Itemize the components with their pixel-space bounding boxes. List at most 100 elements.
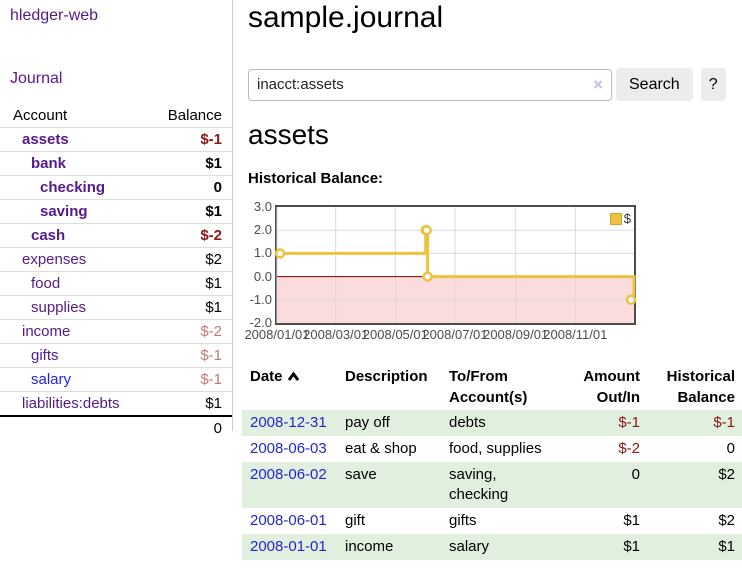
account-row: expenses $2 — [0, 247, 232, 272]
chart-plot-area: $ — [274, 205, 637, 325]
account-balance: 0 — [213, 179, 222, 196]
sidebar: hledger-web Journal Account Balance asse… — [0, 0, 233, 437]
transaction-amount: $-1 — [554, 410, 640, 436]
transaction-amount: $1 — [554, 534, 640, 560]
accounts-total-row: 0 — [0, 416, 232, 440]
main-content: sample.journal × Search ? assets Histori… — [242, 0, 742, 582]
transaction-description: eat & shop — [345, 440, 417, 457]
transaction-date-link[interactable]: 2008-06-02 — [250, 466, 327, 483]
sidebar-item-income[interactable]: income — [22, 323, 71, 340]
transaction-accounts: food, supplies — [449, 440, 542, 457]
search-input[interactable] — [248, 68, 612, 101]
transaction-date-link[interactable]: 2008-12-31 — [250, 414, 327, 431]
register-header-accounts: To/From Account(s) — [449, 368, 528, 406]
legend-swatch-icon — [609, 212, 622, 225]
y-axis-tick-label: 1.0 — [253, 245, 272, 261]
x-axis-tick-label: 2008/11/01 — [543, 327, 608, 342]
register-table: Date Description To/From Account(s) Amount … — [242, 362, 742, 560]
transaction-description: gift — [345, 512, 366, 529]
account-row: checking 0 — [0, 175, 232, 200]
account-balance: $-1 — [200, 131, 222, 148]
account-balance: $-2 — [200, 227, 222, 244]
account-balance: $-1 — [200, 371, 222, 388]
account-balance: $1 — [205, 395, 222, 412]
clear-search-icon[interactable]: × — [593, 74, 603, 94]
page-title: sample.journal — [248, 1, 444, 34]
account-row: bank $1 — [0, 151, 232, 176]
sidebar-item-cash[interactable]: cash — [31, 227, 66, 244]
search-form: × Search ? — [248, 68, 726, 101]
transaction-date-link[interactable]: 2008-06-03 — [250, 440, 327, 457]
account-row: assets $-1 — [0, 127, 232, 152]
sidebar-item-expenses[interactable]: expenses — [22, 251, 87, 268]
y-axis-tick-label: 3.0 — [253, 199, 272, 214]
sidebar-item-saving[interactable]: saving — [40, 203, 88, 220]
sidebar-item-checking[interactable]: checking — [40, 179, 106, 196]
brand-link[interactable]: hledger-web — [10, 7, 99, 24]
transaction-balance: 0 — [726, 440, 735, 457]
account-balance: $-2 — [200, 323, 222, 340]
sidebar-item-bank[interactable]: bank — [31, 155, 67, 172]
transaction-balance: $1 — [640, 534, 742, 560]
accounts-table: Account Balance assets $-1 bank $1 checking 0… — [0, 104, 232, 440]
legend-label: $ — [623, 211, 631, 226]
transaction-description: save — [345, 462, 449, 508]
account-row: cash $-2 — [0, 223, 232, 248]
data-point-marker — [422, 271, 433, 282]
data-point-marker — [421, 224, 432, 236]
x-axis-tick-label: 2008/05/01 — [362, 327, 428, 342]
data-point-marker — [625, 294, 637, 306]
transaction-row: 2008-01-01 income salary $1 $1 — [242, 534, 742, 560]
y-axis-tick-label: -2.0 — [249, 315, 272, 330]
sidebar-item-supplies[interactable]: supplies — [31, 299, 87, 316]
account-heading: assets — [248, 119, 329, 150]
transaction-description: pay off — [345, 410, 449, 436]
data-point-marker — [274, 248, 286, 259]
register-header-row: Date Description To/From Account(s) Amount … — [242, 362, 742, 410]
sort-ascending-icon — [287, 371, 299, 381]
x-axis-tick-label: 2008/01/01 — [244, 327, 310, 342]
sidebar-item-assets[interactable]: assets — [22, 131, 69, 148]
accounts-total-balance: 0 — [213, 420, 222, 437]
accounts-header-row: Account Balance — [0, 104, 232, 128]
account-row: supplies $1 — [0, 295, 232, 320]
sidebar-item-journal[interactable]: Journal — [10, 70, 63, 87]
transaction-description: income — [345, 534, 449, 560]
account-row: liabilities:debts $1 — [0, 391, 232, 417]
help-button[interactable]: ? — [700, 68, 726, 101]
x-axis-tick-label: 2008/09/01 — [483, 327, 549, 342]
account-row: food $1 — [0, 271, 232, 296]
search-button[interactable]: Search — [616, 68, 693, 101]
transaction-accounts: salary — [449, 534, 554, 560]
sidebar-item-food[interactable]: food — [31, 275, 61, 292]
accounts-header-balance: Balance — [167, 107, 222, 124]
transaction-amount: $-2 — [618, 440, 640, 457]
sidebar-item-liabilities-debts[interactable]: liabilities:debts — [22, 395, 120, 412]
account-row: gifts $-1 — [0, 343, 232, 368]
historical-balance-chart: $3.0 2.0 1.0 0.0 -1.0 -2.0 2008/01/01 2008/03/0… — [244, 199, 742, 348]
sidebar-item-gifts[interactable]: gifts — [31, 347, 59, 364]
x-axis-tick-label: 2008/03/01 — [303, 327, 369, 342]
register-header-description: Description — [345, 368, 428, 385]
account-balance: $1 — [205, 203, 222, 220]
account-row: income $-2 — [0, 319, 232, 344]
transaction-row: 2008-06-02 save saving, checking 0 $2 — [242, 462, 742, 508]
account-balance: $1 — [205, 155, 222, 172]
transaction-row: 2008-12-31 pay off debts $-1 $-1 — [242, 410, 742, 436]
transaction-date-link[interactable]: 2008-06-01 — [250, 512, 327, 529]
register-header-date[interactable]: Date — [242, 362, 345, 410]
chart-legend: $ — [608, 211, 632, 226]
transaction-row: 2008-06-01 gift gifts $1 $2 — [242, 508, 742, 534]
transaction-date-link[interactable]: 2008-01-01 — [250, 538, 327, 555]
search-input-wrap: × — [248, 68, 612, 101]
accounts-header-account: Account — [13, 107, 68, 124]
account-row: salary $-1 — [0, 367, 232, 392]
transaction-amount: 0 — [554, 462, 640, 508]
y-axis-tick-label: 0.0 — [253, 268, 272, 284]
account-balance: $1 — [205, 275, 222, 292]
sidebar-item-salary[interactable]: salary — [31, 371, 72, 388]
chart-title: Historical Balance: — [248, 170, 384, 187]
transaction-accounts: saving, checking — [449, 462, 554, 508]
transaction-amount: $1 — [623, 512, 640, 529]
